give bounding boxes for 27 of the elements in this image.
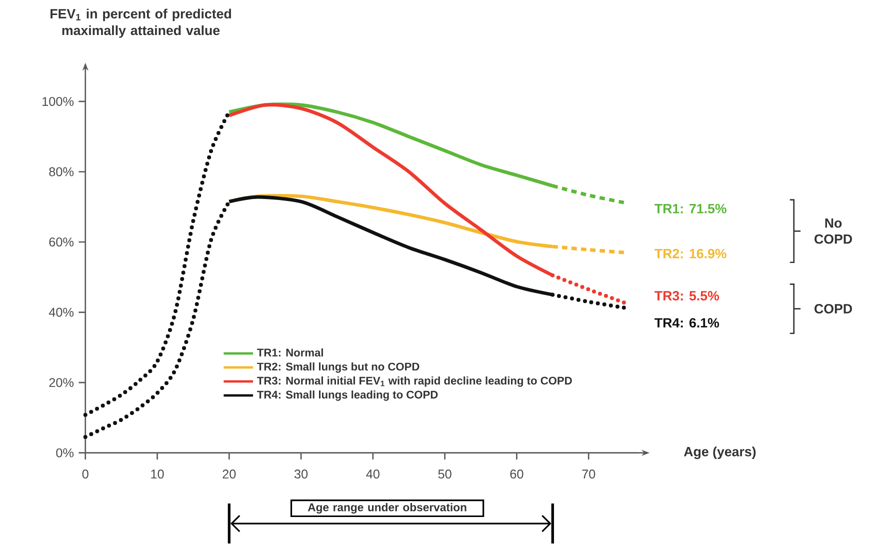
x-tick-label: 20 [222,470,236,479]
y-tick-label: 40% [48,308,74,317]
x-tick-label: 10 [151,470,164,479]
legend-label: TR2: Small lungs but no COPD [257,362,420,373]
x-tick-label: 0 [82,470,88,479]
legend-label: TR4: Small lungs leading to COPD [257,390,438,401]
x-tick-label: 70 [582,470,596,479]
legend-label: TR3: Normal initial FEV$_{1}$ with rapid decline leading to COPD [257,376,572,387]
y-axis-title: FEV$_{1}$ in percent of predicted maximally attained value [50,8,232,38]
text: No COPD [814,218,852,244]
text: COPD [814,304,852,314]
text: TR1: 71.5% [654,204,726,214]
text: TR2: 16.9% [654,248,726,258]
x-axis-title: Age (years) [684,446,756,460]
x-tick-label: 60 [510,470,524,479]
text: Age range under observation [308,503,466,514]
x-tick-label: 30 [294,470,308,479]
y-tick-label: 80% [49,167,74,176]
x-tick-label: 50 [438,470,452,479]
x-tick-label: 40 [366,470,380,479]
y-tick-label: 0% [56,448,74,458]
y-tick-label: 100% [42,97,74,106]
legend-label: TR1: Normal [257,348,323,357]
y-tick-label: 60% [49,238,74,247]
text: TR4: 6.1% [654,318,720,328]
text: TR3: 5.5% [654,291,720,301]
y-tick-label: 20% [49,378,74,388]
